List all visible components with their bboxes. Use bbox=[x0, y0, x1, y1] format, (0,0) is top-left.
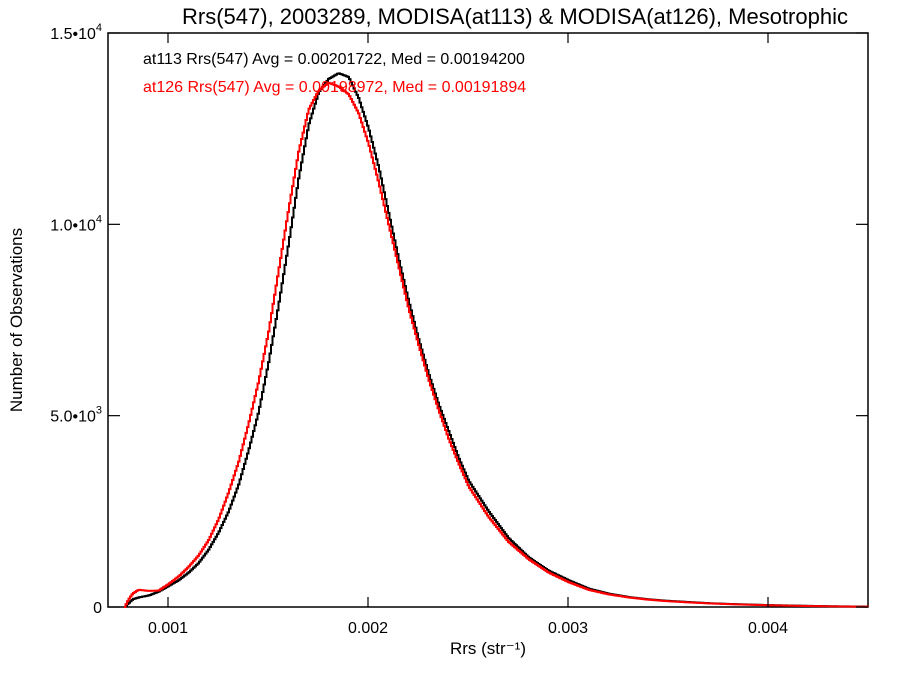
x-axis-label: Rrs (str⁻¹) bbox=[450, 639, 526, 658]
x-tick-label: 0.004 bbox=[748, 620, 788, 637]
y-tick-mantissa: 1.5•10 bbox=[50, 26, 96, 43]
x-tick-label: 0.003 bbox=[548, 620, 588, 637]
y-tick-label: 5.0•103 bbox=[50, 405, 102, 426]
y-axis-label: Number of Observations bbox=[7, 228, 26, 412]
y-tick-mantissa: 5.0•10 bbox=[50, 409, 96, 426]
y-tick-exponent: 4 bbox=[96, 213, 102, 225]
y-tick-mantissa: 0 bbox=[93, 600, 102, 617]
x-tick-label: 0.002 bbox=[348, 620, 388, 637]
y-tick-label: 1.5•104 bbox=[50, 22, 102, 43]
y-tick-label: 0 bbox=[93, 600, 102, 617]
plot-area bbox=[124, 72, 869, 608]
chart-title: Rrs(547), 2003289, MODISA(at113) & MODIS… bbox=[182, 4, 848, 29]
y-tick-mantissa: 1.0•10 bbox=[50, 217, 96, 234]
x-axis-ticks: 0.001 0.002 0.003 0.004 bbox=[148, 33, 788, 637]
series-line-at126 bbox=[124, 81, 869, 608]
plot-frame bbox=[107, 32, 869, 608]
legend-entry-at113: at113 Rrs(547) Avg = 0.00201722, Med = 0… bbox=[143, 51, 525, 68]
y-tick-label: 1.0•104 bbox=[50, 213, 102, 234]
legend-entry-at126: at126 Rrs(547) Avg = 0.00198972, Med = 0… bbox=[143, 79, 526, 96]
y-tick-exponent: 3 bbox=[96, 405, 102, 417]
x-tick-label: 0.001 bbox=[148, 620, 188, 637]
y-tick-exponent: 4 bbox=[96, 22, 102, 34]
